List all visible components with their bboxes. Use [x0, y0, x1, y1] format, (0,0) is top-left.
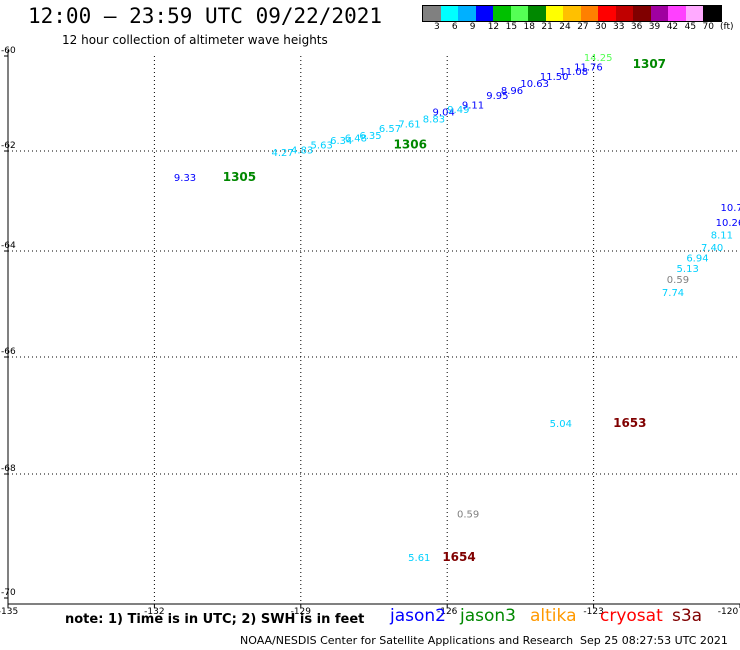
- satellite-legend-item: jason3: [460, 606, 516, 626]
- wave-height-label: 6.57: [379, 124, 401, 135]
- legend-tick-label: 12: [487, 22, 500, 32]
- wave-height-label: 6.48: [345, 134, 367, 145]
- legend-unit: (ft): [720, 22, 734, 32]
- wave-height-label: 8.96: [501, 86, 523, 97]
- x-tick-label: -129: [291, 607, 312, 617]
- footer-credit: NOAA/NESDIS Center for Satellite Applica…: [240, 634, 574, 647]
- time-annotation: 1653: [613, 416, 646, 430]
- wave-height-label: 5.61: [408, 553, 430, 564]
- legend-swatch: [563, 6, 581, 21]
- wave-height-label: 9.95: [486, 91, 508, 102]
- legend-swatch: [685, 6, 703, 21]
- wave-height-label: 5.13: [677, 264, 699, 275]
- time-annotation: 1307: [633, 57, 666, 71]
- x-tick-label: -123: [583, 607, 603, 617]
- legend-tick-label: 30: [595, 22, 607, 32]
- legend-swatch: [598, 6, 616, 21]
- wave-height-label: 11.50: [540, 72, 569, 83]
- wave-height-label: 9.04: [433, 107, 455, 118]
- legend-swatch: [545, 6, 563, 21]
- legend-tick-label: 36: [630, 22, 643, 32]
- units-note: note: 1) Time is in UTC; 2) SWH is in fe…: [65, 612, 365, 627]
- legend-swatch: [650, 6, 668, 21]
- legend-swatch: [633, 6, 651, 21]
- chart-subtitle: 12 hour collection of altimeter wave hei…: [62, 33, 328, 47]
- wave-height-label: 11.76: [574, 62, 603, 73]
- wave-height-label: 10.26: [716, 218, 740, 229]
- legend-tick-label: 3: [434, 22, 440, 32]
- legend-tick-label: 70: [702, 22, 714, 32]
- legend-tick-label: 24: [559, 22, 571, 32]
- color-legend-labels: 3 6 9 12 15 18 21 24 27 30 33 36 39 42 45 70 (ft): [422, 22, 740, 34]
- legend-tick-label: 6: [451, 22, 458, 32]
- legend-swatch: [703, 6, 721, 21]
- wave-height-label: 9.33: [174, 173, 196, 184]
- legend-tick-label: 21: [541, 22, 553, 32]
- color-legend-bar: [422, 5, 722, 22]
- legend-swatch: [423, 6, 441, 21]
- wave-height-label: 5.04: [550, 419, 572, 430]
- wave-height-label: 8.83: [423, 115, 445, 126]
- x-tick-label: -120: [718, 607, 739, 617]
- legend-swatch: [475, 6, 493, 21]
- wave-height-label: 4.27: [272, 148, 294, 159]
- legend-swatch: [493, 6, 511, 21]
- legend-swatch: [510, 6, 528, 21]
- satellite-legend-item: jason2: [390, 606, 446, 626]
- legend-swatch: [668, 6, 686, 21]
- legend-swatch: [458, 6, 476, 21]
- y-tick-label: -68: [1, 464, 16, 474]
- wave-height-label: 5.63: [311, 141, 333, 152]
- wave-height-label: 9.11: [462, 100, 484, 111]
- time-annotation: 1654: [442, 550, 475, 564]
- wave-height-label: 10.63: [520, 79, 549, 90]
- wave-height-label: 7.40: [701, 243, 723, 254]
- wave-height-label: 10.78: [720, 203, 740, 214]
- footer-timestamp: Sep 25 08:27:53 UTC 2021: [580, 634, 728, 647]
- wave-height-label: 6.34: [330, 136, 352, 147]
- wave-height-label: 0.59: [667, 275, 689, 286]
- y-tick-label: -62: [1, 141, 16, 151]
- satellite-legend-item: s3a: [672, 606, 703, 626]
- wave-height-label: 9.49: [447, 105, 469, 116]
- wave-height-label: 14.25: [584, 53, 613, 64]
- time-annotation: 1305: [223, 170, 256, 184]
- wave-height-label: 4.83: [291, 146, 313, 157]
- satellite-legend-item: altika: [530, 606, 577, 626]
- y-tick-label: -60: [1, 46, 16, 56]
- wave-height-label: 6.94: [686, 254, 708, 265]
- y-tick-label: -64: [1, 241, 16, 251]
- legend-swatch: [615, 6, 633, 21]
- y-tick-label: -66: [1, 347, 16, 357]
- satellite-legend-item: cryosat: [600, 606, 663, 626]
- legend-tick-label: 15: [505, 22, 518, 32]
- legend-tick-label: 9: [469, 22, 476, 32]
- wave-height-label: 11.08: [559, 67, 588, 78]
- legend-swatch: [528, 6, 546, 21]
- time-annotation: 1306: [394, 138, 427, 152]
- chart-title: 12:00 – 23:59 UTC 09/22/2021: [28, 4, 383, 28]
- legend-tick-label: 39: [648, 22, 661, 32]
- wave-height-label: 6.35: [359, 131, 381, 142]
- legend-swatch: [580, 6, 598, 21]
- legend-swatch: [440, 6, 458, 21]
- wave-height-label: 7.61: [398, 119, 420, 130]
- wave-height-label: 8.11: [711, 231, 733, 242]
- y-tick-label: -70: [1, 588, 16, 598]
- legend-tick-label: 18: [523, 22, 535, 32]
- legend-tick-label: 45: [684, 22, 697, 32]
- x-tick-label: -132: [144, 607, 164, 617]
- legend-tick-label: 33: [613, 22, 625, 32]
- wave-height-label: 7.74: [662, 288, 684, 299]
- legend-tick-label: 27: [577, 22, 589, 32]
- legend-tick-label: 42: [666, 22, 679, 32]
- wave-height-label: 0.59: [457, 509, 479, 520]
- x-tick-label: -135: [0, 607, 18, 617]
- x-tick-label: -126: [437, 607, 458, 617]
